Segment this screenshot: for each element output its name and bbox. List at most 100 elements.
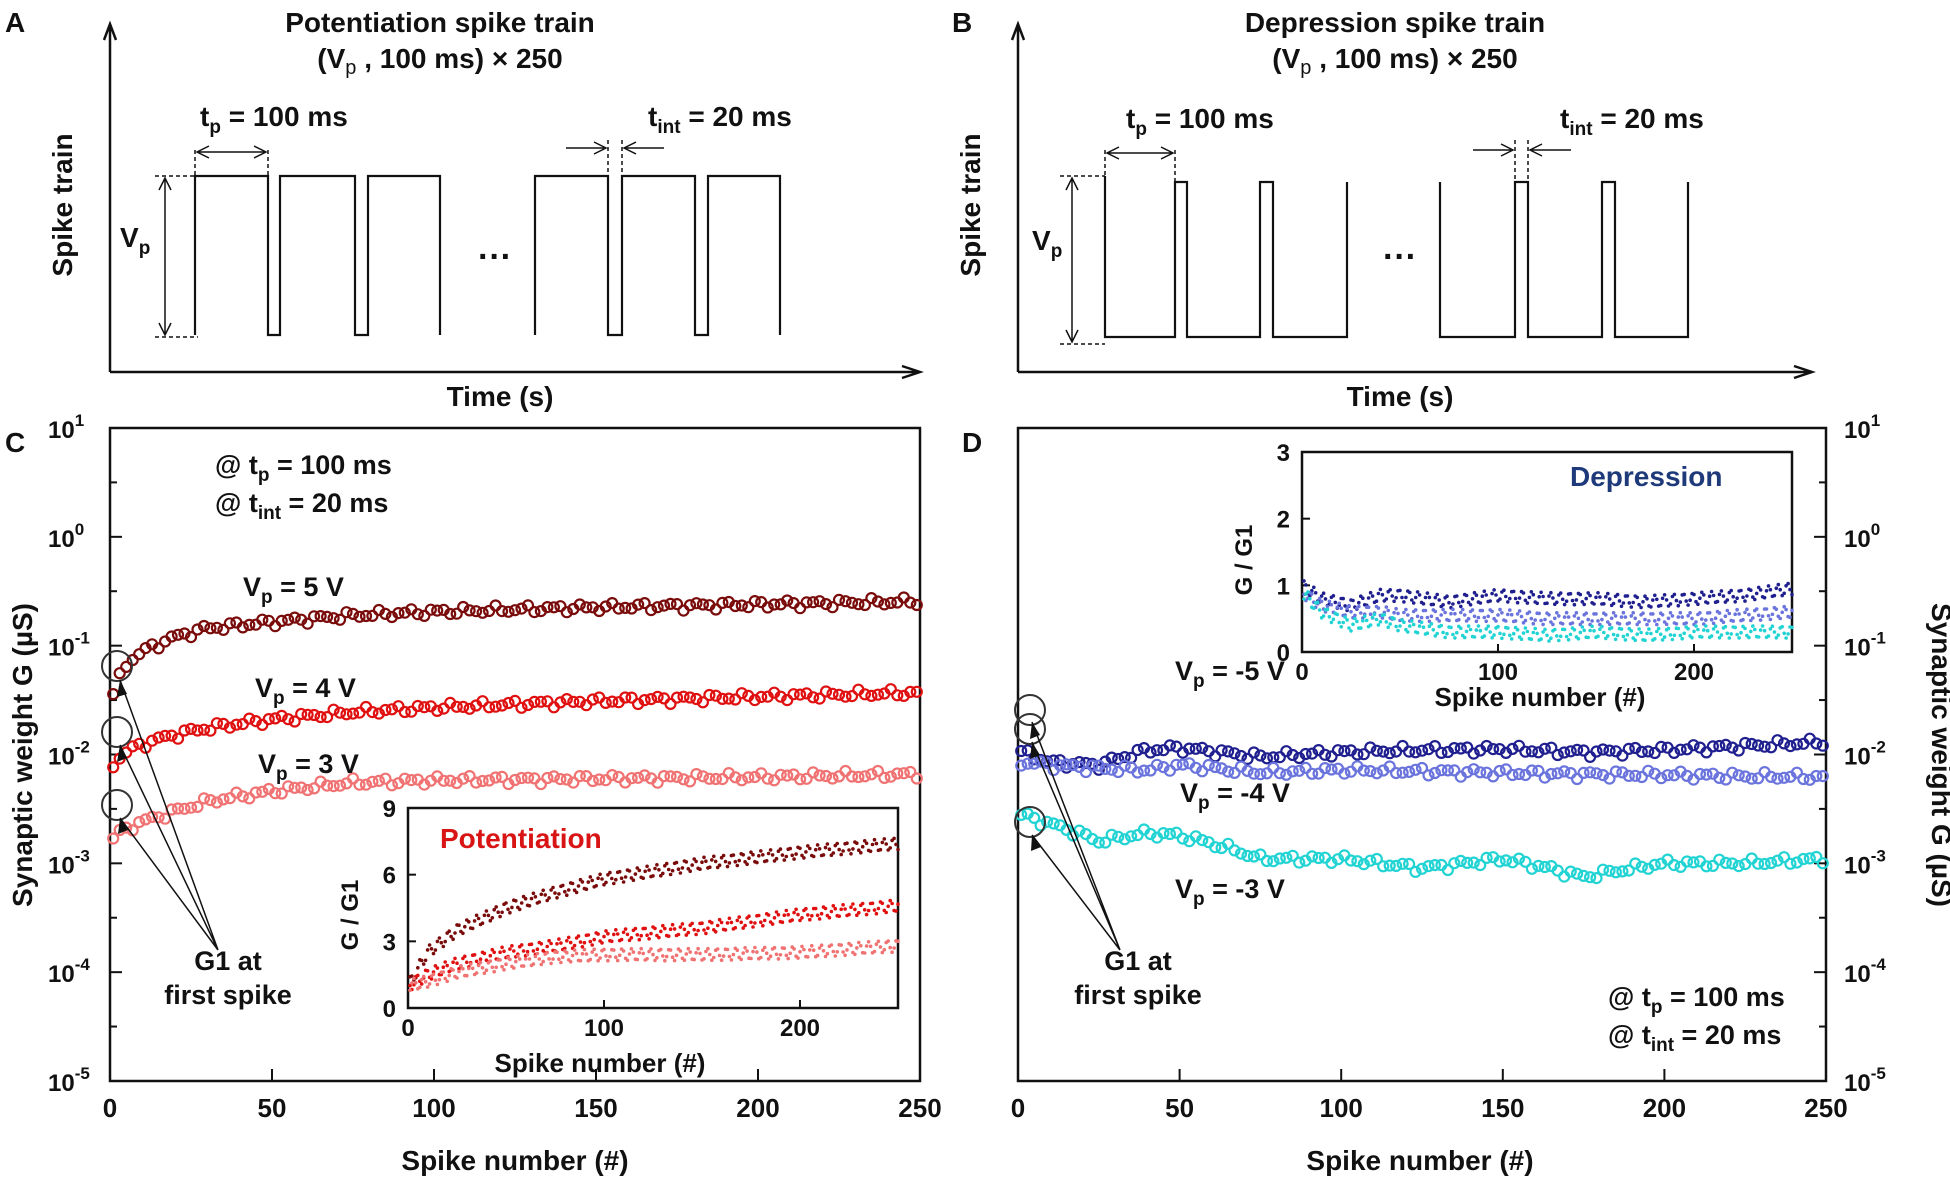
inset-data-point <box>890 950 894 954</box>
inset-data-point <box>808 948 812 952</box>
inset-data-point <box>1535 601 1539 606</box>
data-point <box>1247 850 1261 863</box>
panel-c-g1-line1: G1 at <box>194 946 262 976</box>
panel-b-x-axis <box>1018 364 1816 380</box>
data-point <box>1305 850 1319 863</box>
data-point <box>696 770 710 783</box>
inset-data-point <box>1604 595 1608 599</box>
inset-data-point <box>1302 597 1306 601</box>
data-point <box>1183 742 1196 755</box>
data-point <box>269 787 282 800</box>
inset-data-point <box>1549 590 1553 595</box>
inset-data-point <box>465 973 469 978</box>
data-point <box>826 687 839 700</box>
inset-data-point <box>1733 625 1737 630</box>
inset-data-point <box>1611 632 1616 637</box>
inset-data-point <box>688 950 692 954</box>
inset-data-point <box>467 920 471 924</box>
data-point <box>1402 857 1416 871</box>
inset-data-point <box>702 957 706 961</box>
inset-data-point <box>751 852 755 857</box>
x-tick-label: 0 <box>103 1093 117 1123</box>
data-point <box>1532 746 1545 759</box>
inset-data-point <box>1498 631 1502 636</box>
data-point <box>1642 764 1655 777</box>
data-point <box>1448 857 1461 870</box>
inset-data-point <box>710 921 714 925</box>
data-point <box>1015 744 1028 758</box>
inset-data-point <box>1576 637 1581 641</box>
data-point <box>735 774 748 787</box>
panel-c-g1-circle-4v <box>101 716 133 748</box>
data-point <box>133 648 146 661</box>
inset-data-point <box>784 854 789 859</box>
data-point <box>1771 854 1784 867</box>
inset-data-point <box>470 926 475 931</box>
data-point <box>547 770 561 783</box>
data-point <box>405 705 418 718</box>
inset-data-point <box>627 938 632 943</box>
inset-data-point <box>864 912 869 917</box>
inset-data-point <box>645 933 649 937</box>
inset-data-point <box>1596 634 1600 639</box>
panel-a: A Potentiation spike train (Vp , 100 ms)… <box>5 7 924 412</box>
data-point <box>1499 854 1513 867</box>
panel-d-g1-circle-3v <box>1014 806 1046 838</box>
inset-data-point <box>451 960 455 964</box>
inset-data-point <box>1441 607 1445 612</box>
data-point <box>1286 849 1299 862</box>
inset-data-point <box>1600 617 1604 622</box>
data-point <box>282 713 295 726</box>
inset-data-point <box>831 851 836 855</box>
inset-data-point <box>1617 599 1622 603</box>
inset-data-point <box>759 849 763 853</box>
data-point <box>774 690 787 703</box>
inset-data-point <box>1429 614 1434 619</box>
inset-data-point <box>1509 612 1514 617</box>
inset-data-point <box>1558 591 1563 595</box>
inset-data-point <box>498 958 502 962</box>
data-point <box>677 690 690 703</box>
inset-data-point <box>686 867 691 871</box>
inset-data-point <box>880 901 885 906</box>
data-point <box>1797 852 1810 866</box>
inset-data-point <box>1515 600 1520 605</box>
data-point <box>1667 769 1681 782</box>
inset-data-point <box>880 950 885 955</box>
inset-data-point <box>1617 622 1622 626</box>
data-point <box>735 687 748 700</box>
inset-data-point <box>1707 611 1712 615</box>
inset-data-point <box>563 889 567 894</box>
inset-data-point <box>774 952 779 957</box>
data-point <box>1700 746 1713 759</box>
inset-data-point <box>1427 595 1432 600</box>
data-point <box>1693 767 1707 781</box>
inset-data-point <box>1355 619 1359 624</box>
inset-data-point <box>737 915 741 919</box>
panel-b-tint-arrows <box>1473 143 1571 157</box>
inset-data-point <box>631 878 636 882</box>
inset-data-point <box>1455 630 1459 635</box>
panel-b-tp-guides <box>1104 150 1176 184</box>
inset-data-point <box>1502 632 1506 637</box>
y-tick-label: 101 <box>48 411 84 444</box>
inset-data-point <box>1662 593 1667 597</box>
inset-data-point <box>1639 605 1643 610</box>
inset-data-point <box>1423 595 1428 600</box>
data-point <box>904 765 917 779</box>
data-point <box>1435 764 1448 777</box>
data-point <box>1577 744 1590 757</box>
inset-data-point <box>1756 635 1761 639</box>
inset-data-point <box>1496 613 1500 617</box>
inset-data-point <box>1478 601 1483 605</box>
inset-data-point <box>508 947 512 951</box>
inset-data-point <box>623 927 628 931</box>
data-point <box>269 712 282 725</box>
data-point <box>308 708 321 722</box>
data-point <box>327 612 340 625</box>
inset-data-point <box>519 943 524 947</box>
inset-data-point <box>874 911 879 916</box>
inset-data-point <box>545 898 549 903</box>
data-point <box>411 608 424 621</box>
inset-data-point <box>631 950 636 954</box>
